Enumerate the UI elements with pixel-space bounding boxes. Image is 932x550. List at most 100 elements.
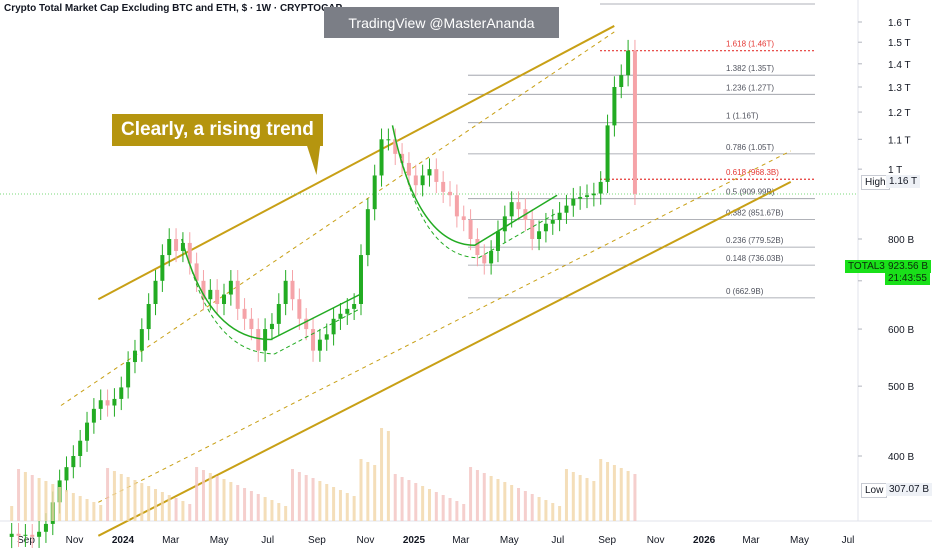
- fib-level-label: 0.618 (968.3B): [726, 168, 779, 177]
- price-tick-label: 1.1 T: [888, 135, 911, 146]
- candle-body: [619, 75, 624, 88]
- symbol-header: Crypto Total Market Cap Excluding BTC an…: [4, 3, 343, 14]
- volume-bar: [544, 500, 548, 521]
- volume-bar: [345, 493, 349, 521]
- volume-bar: [551, 503, 555, 521]
- channel-lower-trendline: [97, 181, 792, 537]
- volume-bar: [475, 470, 479, 521]
- volume-bar: [106, 468, 110, 521]
- candle-body: [9, 533, 14, 537]
- candle-body: [112, 398, 117, 406]
- candle-body: [495, 231, 500, 251]
- volume-bar: [558, 506, 562, 521]
- volume-bar: [140, 483, 144, 521]
- candle-body: [358, 255, 363, 305]
- volume-bar: [311, 478, 315, 521]
- time-tick-label: May: [500, 535, 519, 546]
- volume-bar: [386, 431, 390, 521]
- rounding-bottom-arc-dashed: [399, 153, 558, 259]
- low-tag: Low: [861, 483, 888, 498]
- candle-body: [139, 329, 144, 351]
- candle-body: [208, 289, 213, 300]
- volume-bar: [112, 471, 116, 521]
- volume-bar: [503, 482, 507, 521]
- candle-body: [578, 196, 583, 199]
- candle-body: [64, 467, 69, 481]
- volume-bar: [30, 475, 34, 521]
- candle-body: [626, 50, 631, 76]
- volume-bar: [606, 462, 610, 521]
- price-tick-label: 600 B: [888, 325, 914, 336]
- candle-body: [249, 318, 254, 330]
- candle-body: [413, 175, 418, 186]
- candle-body: [311, 329, 316, 351]
- candle-body: [530, 220, 535, 239]
- time-tick-label: 2024: [112, 535, 135, 546]
- candle-body: [564, 205, 569, 213]
- low-value: 307.07 B: [886, 483, 932, 496]
- candle-body: [105, 400, 110, 406]
- candle-body: [406, 162, 411, 176]
- volume-bar: [174, 498, 178, 521]
- volume-bar: [578, 475, 582, 521]
- volume-bar: [284, 506, 288, 521]
- fib-level-label: 1.382 (1.35T): [726, 64, 774, 73]
- candle-body: [146, 304, 151, 330]
- volume-bar: [380, 428, 384, 521]
- volume-bar: [99, 505, 103, 521]
- volume-bar: [181, 501, 185, 521]
- volume-bar: [318, 481, 322, 521]
- candle-body: [85, 422, 90, 441]
- candle-body: [71, 456, 76, 468]
- price-tick-label: 1.6 T: [888, 18, 911, 29]
- price-tick-label: 500 B: [888, 382, 914, 393]
- candle-body: [78, 440, 83, 456]
- price-tick-label: 800 B: [888, 235, 914, 246]
- volume-bar: [599, 459, 603, 521]
- volume-bar: [633, 474, 637, 521]
- volume-bar: [256, 494, 260, 521]
- time-tick-label: Mar: [452, 535, 470, 546]
- candle-body: [132, 350, 137, 363]
- time-tick-label: 2025: [403, 535, 426, 546]
- volume-bar: [160, 492, 164, 521]
- candle-body: [174, 239, 179, 251]
- volume-bar: [564, 469, 568, 521]
- volume-bar: [585, 478, 589, 521]
- time-tick-label: Jul: [551, 535, 564, 546]
- candle-body: [612, 87, 617, 126]
- candle-body: [427, 169, 432, 176]
- candle-body: [119, 387, 124, 399]
- volume-bar: [414, 483, 418, 521]
- candle-body: [269, 323, 274, 330]
- candle-body: [489, 250, 494, 264]
- volume-bar: [366, 462, 370, 521]
- volume-bar: [188, 504, 192, 521]
- candle-body: [468, 220, 473, 239]
- fib-level-label: 0.236 (779.52B): [726, 236, 784, 245]
- candle-body: [242, 308, 247, 319]
- time-tick-label: Sep: [17, 535, 35, 546]
- volume-bar: [434, 492, 438, 521]
- candle-body: [557, 212, 562, 221]
- candle-body: [509, 202, 514, 217]
- rounding-bottom-arc: [181, 238, 361, 341]
- volume-bar: [530, 494, 534, 521]
- time-tick-label: Mar: [742, 535, 760, 546]
- candle-body: [338, 313, 343, 319]
- candle-body: [276, 304, 281, 324]
- high-value: 1.16 T: [886, 175, 921, 188]
- volume-bar: [222, 479, 226, 521]
- fib-level-label: 1 (1.16T): [726, 112, 759, 121]
- time-tick-label: Nov: [647, 535, 665, 546]
- volume-bar: [496, 479, 500, 521]
- volume-bar: [92, 502, 96, 521]
- volume-bar: [421, 486, 425, 521]
- volume-bar: [448, 498, 452, 521]
- candle-body: [543, 223, 548, 232]
- candle-body: [454, 195, 459, 217]
- volume-bar: [78, 496, 82, 521]
- candle-body: [516, 202, 521, 210]
